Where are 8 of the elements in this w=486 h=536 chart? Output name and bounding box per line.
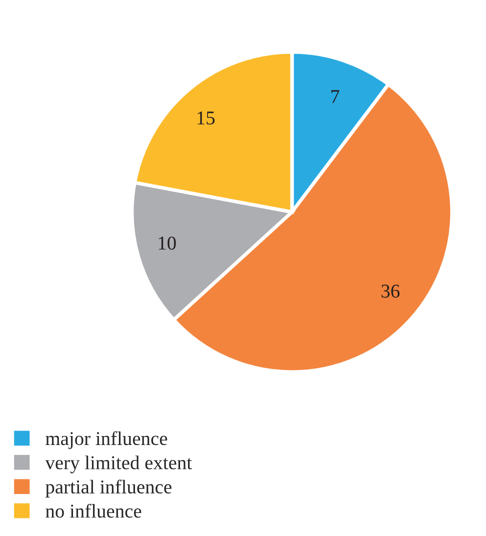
- data-label: 10: [158, 236, 176, 250]
- legend-label: no influence: [46, 504, 142, 518]
- data-label: 7: [331, 90, 340, 103]
- data-label: 36: [382, 284, 400, 298]
- legend-label: very limited extent: [45, 456, 192, 474]
- legend-label: major influence: [46, 431, 168, 450]
- data-label: 15: [198, 112, 215, 125]
- legend-label: partial influence: [46, 480, 172, 498]
